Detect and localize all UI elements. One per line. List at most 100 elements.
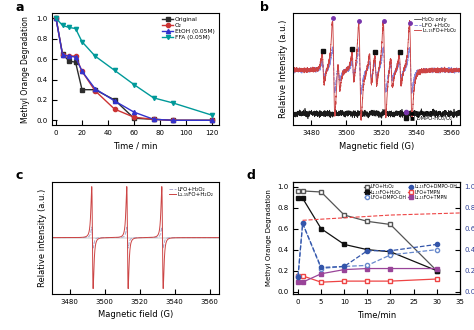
LFO+H₂O₂ [120, 235, 126, 239]
EtOH (0.05M) [60, 53, 65, 57]
Line: LFO+H₂O₂: LFO+H₂O₂ [296, 189, 439, 273]
L₁.₁₅FO+H₂O₂ [362, 76, 367, 80]
LFO+H₂O₂ [68, 236, 74, 240]
FFA (0.05M) [112, 68, 118, 72]
H₂O₂ only [305, 117, 311, 121]
O₂ [151, 117, 156, 121]
Legend: Original, O₂, EtOH (0.05M), FFA (0.05M): Original, O₂, EtOH (0.05M), FFA (0.05M) [161, 16, 216, 41]
L₁.₁₅FO+H₂O₂ [195, 236, 201, 240]
LFO+TMPN [295, 274, 301, 278]
LFO +H₂O₂ [362, 74, 367, 78]
L₁.₁₅FO+H₂O₂ [159, 184, 164, 188]
X-axis label: Magnetic field (G): Magnetic field (G) [98, 310, 173, 319]
LFO+H₂O₂ [434, 269, 439, 273]
L₁.₁₅FO+H₂O₂ [291, 69, 296, 73]
LFO+DMPO-OH [341, 264, 347, 268]
Original [60, 52, 65, 56]
LFO+TMPN [300, 274, 305, 278]
L₁.₁₅FO+H₂O₂ [434, 269, 439, 273]
L₁.₁₅FO+DMPO-OH [318, 266, 324, 270]
FFA (0.05M) [79, 40, 85, 44]
EtOH (0.05M) [151, 117, 156, 121]
O₂ [209, 118, 215, 122]
EtOH (0.05M) [73, 55, 78, 59]
Original [151, 117, 156, 121]
FFA (0.05M) [131, 82, 137, 86]
LFO+TMPN [318, 280, 324, 284]
L₁.₁₅FO+DMPO-OH [341, 264, 347, 268]
LFO+H₂O₂ [78, 236, 84, 240]
Line: Original: Original [54, 16, 214, 122]
LFO+DMPO-OH [365, 263, 370, 267]
Line: LFO +H₂O₂: LFO +H₂O₂ [293, 47, 460, 94]
Y-axis label: Methyl Orange Degradation: Methyl Orange Degradation [266, 189, 272, 286]
Original [131, 116, 137, 120]
EtOH (0.05M) [209, 118, 215, 122]
Line: LFO+DMPO-OH: LFO+DMPO-OH [296, 221, 439, 278]
EtOH (0.05M) [112, 99, 118, 103]
L₁.₁₅FO+TMPN [341, 268, 347, 272]
LFO +H₂O₂ [310, 69, 315, 73]
H₂O₂ only [454, 111, 459, 115]
L₁.₁₅FO+H₂O₂ [355, 44, 360, 48]
L₁.₁₅FO+TMPN [365, 267, 370, 271]
H₂O₂ only [436, 110, 442, 114]
H₂O₂ only [310, 112, 315, 116]
LFO+H₂O₂ [295, 189, 301, 193]
Text: c: c [16, 169, 23, 182]
Original [53, 16, 59, 20]
O₂ [170, 118, 176, 122]
LFO +H₂O₂ [319, 60, 325, 64]
L₁.₁₅FO+H₂O₂ [113, 235, 119, 239]
FFA (0.05M) [66, 25, 72, 29]
Original [73, 60, 78, 64]
FFA (0.05M) [170, 101, 176, 105]
LFO+H₂O₂ [113, 236, 119, 240]
L₁.₁₅FO+H₂O₂ [457, 67, 463, 71]
EtOH (0.05M) [131, 110, 137, 114]
L₁.₁₅FO+H₂O₂ [125, 287, 131, 291]
LFO+DMPO-OH [388, 253, 393, 257]
L₁.₁₅FO+TMPN [300, 280, 305, 284]
Line: L₁.₁₅FO+H₂O₂: L₁.₁₅FO+H₂O₂ [296, 196, 439, 273]
Line: EtOH (0.05M): EtOH (0.05M) [54, 16, 214, 122]
L₁.₁₅FO+H₂O₂ [365, 248, 370, 252]
L₁.₁₅FO+H₂O₂ [310, 68, 315, 72]
LFO+H₂O₂ [195, 236, 201, 240]
LFO +H₂O₂ [457, 69, 463, 73]
LFO+H₂O₂ [388, 222, 393, 226]
LFO+DMPO-OH [295, 274, 301, 278]
LFO +H₂O₂ [436, 68, 442, 72]
O₂ [60, 53, 65, 57]
Original [112, 98, 118, 102]
O₂ [66, 54, 72, 58]
LFO+TMPN [434, 277, 439, 281]
LFO +H₂O₂ [358, 92, 364, 96]
H₂O₂ only [362, 111, 367, 115]
FFA (0.05M) [151, 96, 156, 100]
L₁.₁₅FO+DMPO-OH [434, 243, 439, 247]
EtOH (0.05M) [170, 118, 176, 122]
L₁.₁₅FO+H₂O₂ [318, 227, 324, 231]
Text: a: a [16, 1, 24, 14]
Line: L₁.₁₅FO+DMPO-OH: L₁.₁₅FO+DMPO-OH [296, 221, 439, 279]
LFO +H₂O₂ [355, 57, 360, 61]
Line: LFO+H₂O₂: LFO+H₂O₂ [52, 227, 219, 248]
Original [79, 88, 85, 92]
LFO +H₂O₂ [291, 70, 296, 74]
LFO+H₂O₂ [318, 190, 324, 194]
H₂O₂ only [457, 112, 463, 116]
Y-axis label: Methyl Orange Degradation: Methyl Orange Degradation [21, 16, 30, 123]
FFA (0.05M) [209, 113, 215, 117]
L₁.₁₅FO+H₂O₂ [212, 236, 218, 240]
Line: FFA (0.05M): FFA (0.05M) [54, 16, 214, 117]
L₁.₁₅FO+H₂O₂ [216, 236, 221, 240]
FFA (0.05M) [60, 23, 65, 27]
L₁.₁₅FO+TMPN [318, 272, 324, 276]
Legend: LFO+H₂O₂, L₁.₁₅FO+H₂O₂: LFO+H₂O₂, L₁.₁₅FO+H₂O₂ [166, 184, 216, 200]
O₂ [112, 107, 118, 111]
X-axis label: Time / min: Time / min [113, 142, 157, 151]
LFO+TMPN [365, 279, 370, 283]
LFO+TMPN [388, 279, 393, 283]
Line: L₁.₁₅FO+H₂O₂: L₁.₁₅FO+H₂O₂ [293, 20, 460, 120]
